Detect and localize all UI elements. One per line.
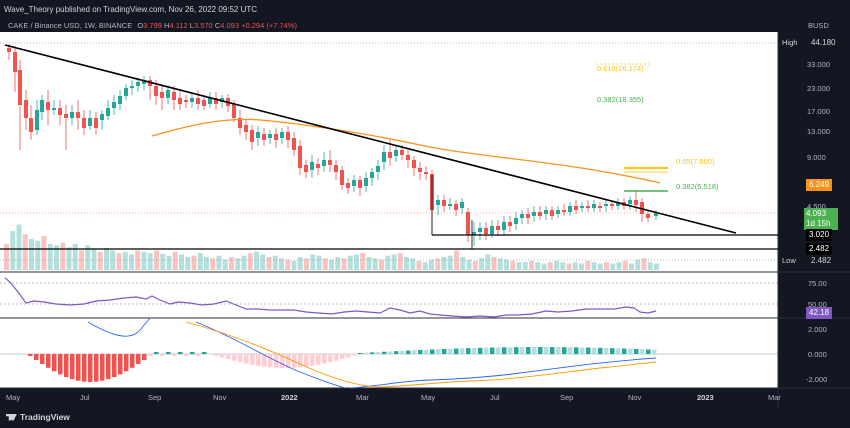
ema-price-tag: 6.249 — [806, 179, 833, 191]
macd-tick-neg2: -2.000 — [806, 375, 828, 384]
price-axis-high-value: 44.180 — [808, 37, 839, 49]
currency-label: BUSD — [808, 21, 829, 30]
macd-signal-line — [185, 321, 657, 388]
price-tick-2: 23.000 — [807, 84, 830, 93]
price-tick-1: 33.000 — [807, 60, 830, 69]
support-3020-tag: 3.020 — [806, 229, 833, 241]
ema-line — [151, 118, 661, 184]
volume-histogram — [4, 224, 659, 270]
symbol-title[interactable]: CAKE / Binance USD, 1W, BINANCE — [8, 21, 133, 30]
low-value: 3.570 — [193, 21, 213, 30]
time-label: Sep — [560, 393, 574, 402]
fib-0382-low-label: 0.382(5.518) — [676, 182, 719, 191]
bar-countdown: 1d 15h — [806, 219, 831, 228]
rsi-value-tag: 42.18 — [806, 307, 833, 319]
time-label: Mar — [768, 393, 781, 402]
high-value: 4.112 — [169, 21, 188, 30]
time-label: Sep — [148, 393, 162, 402]
macd-tick-2: 2.000 — [808, 325, 827, 334]
rsi-tick-75: 75.00 — [808, 279, 827, 288]
last-price-value: 4.093 — [806, 209, 827, 218]
low-label: L — [189, 21, 194, 30]
open-value: 3.799 — [143, 21, 162, 30]
panel-separators — [0, 32, 850, 408]
ohlc-bar: CAKE / Binance USD, 1W, BINANCE O3.799 H… — [8, 21, 297, 30]
publisher-line: Wave_Theory published on TradingView.com… — [4, 5, 258, 14]
time-label: Nov — [628, 393, 642, 402]
time-label: May — [6, 393, 21, 402]
macd-line — [87, 317, 657, 389]
tradingview-brand: TradingView — [20, 412, 70, 422]
time-label: Nov — [213, 393, 227, 402]
open-label: O — [137, 21, 144, 30]
rsi-tick-50: 50.00 — [808, 300, 827, 309]
price-tick-4: 13.000 — [807, 127, 830, 136]
trendline — [4, 44, 737, 234]
price-axis-low-value: 2.482 — [808, 255, 835, 267]
price-tick-3: 17.000 — [807, 107, 830, 116]
time-label: Mar — [356, 393, 369, 402]
close-label: C — [214, 21, 221, 30]
macd-histogram — [28, 347, 657, 382]
high-label: H — [164, 21, 170, 30]
support-2482-tag: 2.482 — [806, 243, 833, 255]
time-label: May — [421, 393, 436, 402]
close-value: 4.093 — [220, 21, 240, 30]
rsi-line — [4, 277, 657, 318]
macd-tick-0: 0.000 — [808, 350, 827, 359]
fib-065-label: 0.65(7.650) — [676, 157, 715, 166]
tradingview-icon — [6, 413, 17, 421]
price-axis-high-label: High — [782, 38, 798, 47]
price-tick-6: 4.500 — [807, 202, 826, 211]
time-label: Jul — [80, 393, 90, 402]
change-value: +0.294 (+7.74%) — [241, 21, 297, 30]
fib-0618-label: 0.618(26.174) — [597, 64, 644, 73]
time-label: 2023 — [697, 393, 714, 402]
last-price-tag: 4.093 1d 15h — [804, 208, 838, 230]
price-tick-5: 9.000 — [807, 153, 826, 162]
price-axis-low-label: Low — [782, 256, 796, 265]
fib-0382-top-label: 0.382(18.355) — [597, 95, 644, 104]
time-label: Jul — [490, 393, 500, 402]
time-label: 2022 — [281, 393, 298, 402]
tradingview-logo[interactable]: TradingView — [6, 412, 70, 422]
